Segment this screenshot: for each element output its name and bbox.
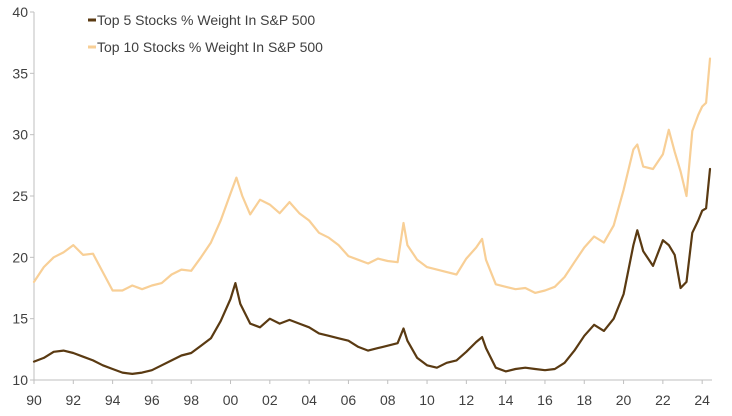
x-tick-label: 02 [262, 392, 278, 408]
y-tick-label: 20 [12, 249, 28, 265]
x-tick-label: 14 [498, 392, 514, 408]
x-tick-label: 96 [144, 392, 160, 408]
y-tick-label: 25 [12, 188, 28, 204]
axes: 10 15 20 25 30 35 40 90 92 94 96 98 00 02 04 06 08 10 12 14… [12, 4, 712, 408]
y-tick-label: 35 [12, 65, 28, 81]
legend: Top 5 Stocks % Weight In S&P 500 Top 10 S… [88, 12, 323, 55]
y-tick-label: 15 [12, 311, 28, 327]
x-tick-label: 90 [26, 392, 42, 408]
x-tick-label: 94 [105, 392, 121, 408]
series-lines [32, 57, 712, 375]
x-tick-label: 04 [301, 392, 317, 408]
y-tick-label: 10 [12, 372, 28, 388]
x-tick-label: 12 [459, 392, 475, 408]
y-tick-label: 40 [12, 4, 28, 20]
y-tick-label: 30 [12, 127, 28, 143]
x-tick-label: 10 [419, 392, 435, 408]
series-line-2 [32, 57, 712, 294]
x-tick-label: 18 [576, 392, 592, 408]
x-tick-label: 08 [380, 392, 396, 408]
x-tick-label: 92 [66, 392, 82, 408]
series-line-1 [32, 167, 712, 375]
x-tick-label: 98 [183, 392, 199, 408]
x-tick-label: 16 [537, 392, 553, 408]
x-tick-label: 00 [223, 392, 239, 408]
x-tick-label: 06 [341, 392, 357, 408]
x-tick-label: 24 [694, 392, 710, 408]
legend-label: Top 10 Stocks % Weight In S&P 500 [97, 39, 323, 55]
x-tick-label: 22 [655, 392, 671, 408]
x-tick-label: 20 [616, 392, 632, 408]
legend-label: Top 5 Stocks % Weight In S&P 500 [97, 12, 315, 28]
